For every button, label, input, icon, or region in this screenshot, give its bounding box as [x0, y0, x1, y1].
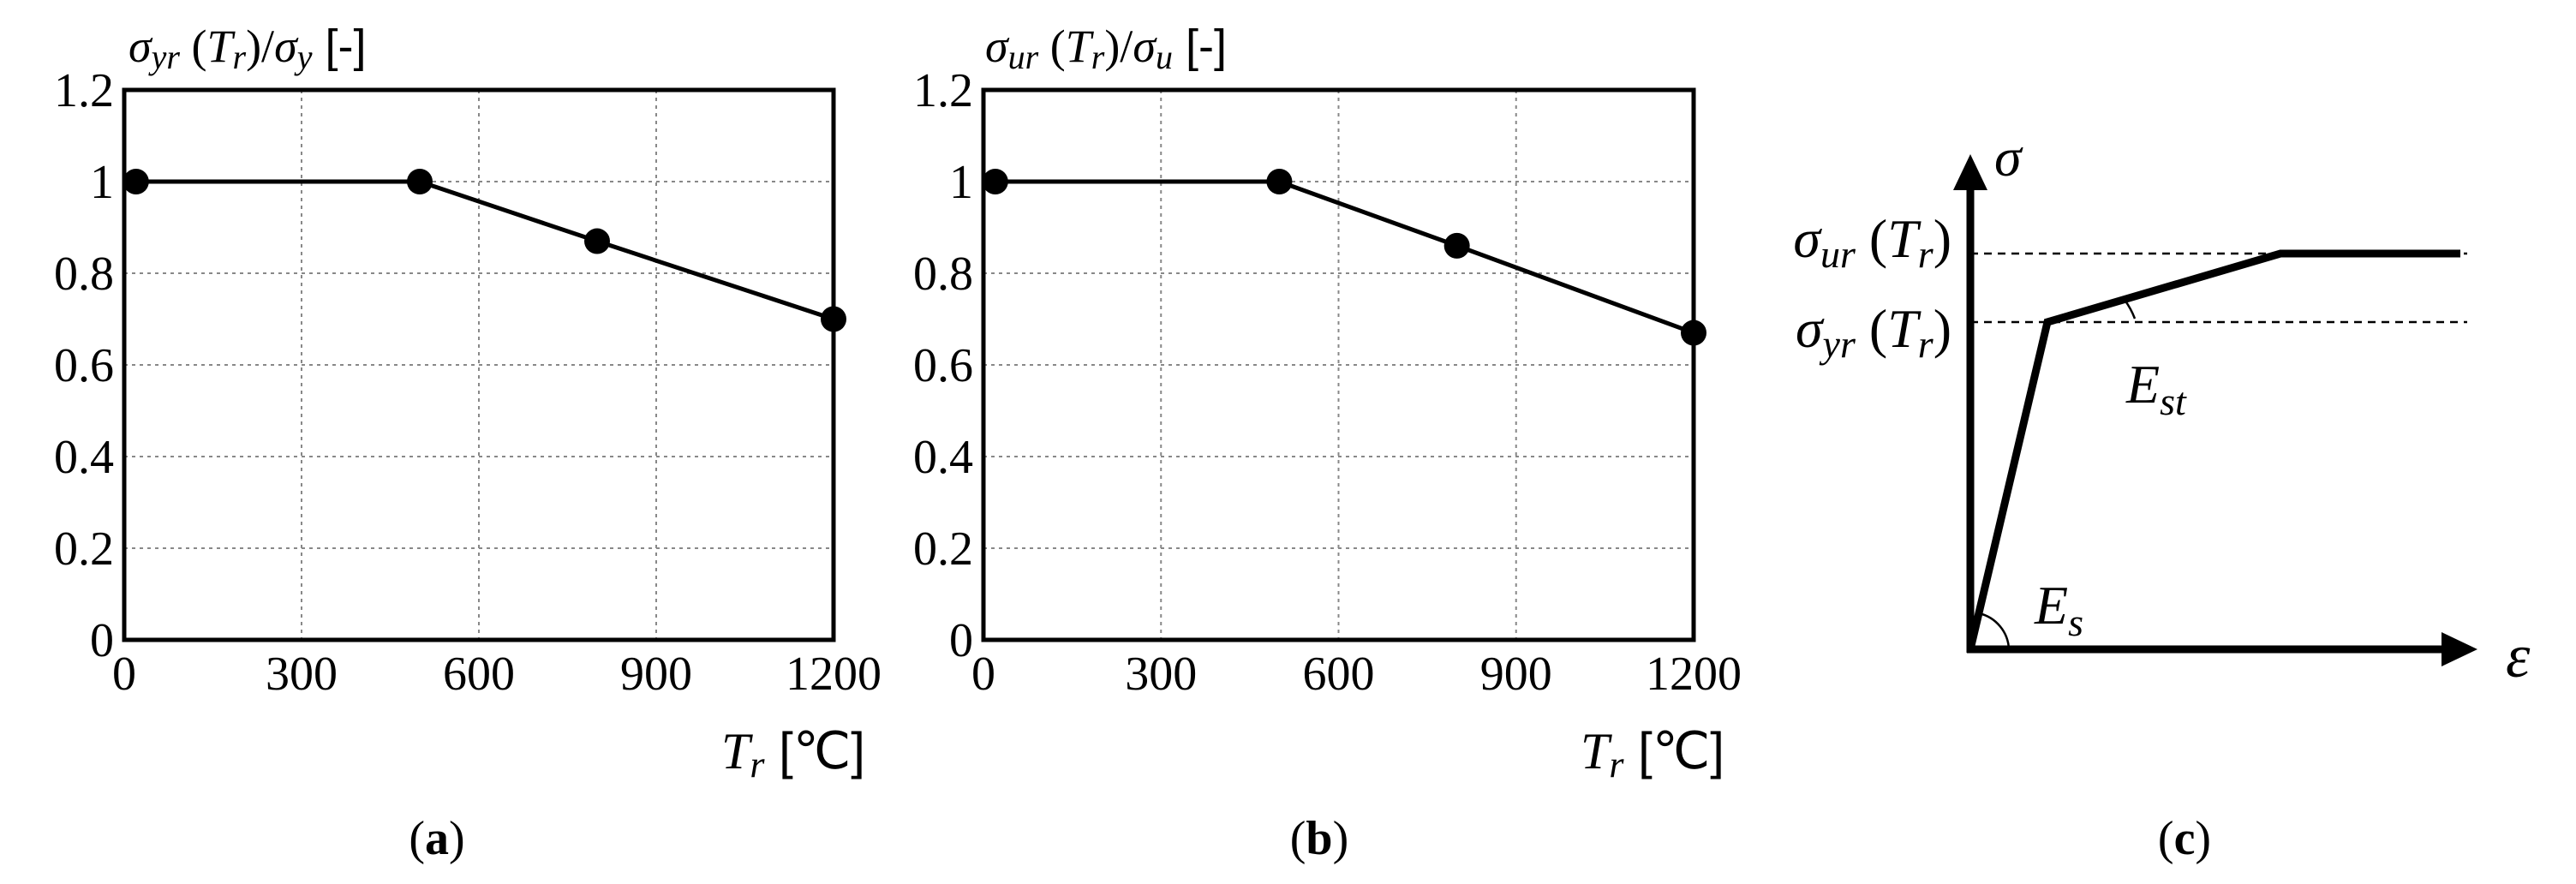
series-line: [135, 179, 834, 321]
x-tick-label: 1200: [786, 648, 882, 701]
panel-c: σ ε σur (Tr) σyr (Tr) Est Es (c): [1793, 127, 2531, 865]
x-tick-label: 600: [1303, 648, 1375, 701]
sigma-yr-label: σyr (Tr): [1796, 298, 1951, 366]
stress-strain-curve: [1966, 249, 2460, 651]
y-tick-label: 0.2: [913, 523, 973, 576]
panel-a: 0 300 600 900 1200 0 0.2 0.4 0.6 0.8 1 1.2 σyr (Tr)…: [54, 21, 882, 865]
grid-lines: [124, 90, 834, 640]
series: [982, 169, 1706, 346]
y-tick-label: 1: [90, 156, 114, 209]
plot-frame: [981, 87, 1696, 642]
data-point: [407, 169, 433, 194]
data-point: [982, 169, 1008, 194]
y-tick-label: 0.8: [54, 248, 114, 301]
y-tick-label: 1.2: [913, 64, 973, 117]
y-tick-label: 0.6: [913, 339, 973, 392]
data-point: [123, 169, 149, 194]
strain-axis-label: ε: [2506, 622, 2531, 690]
E-s-label: Es: [2034, 575, 2083, 644]
y-tick-label: 1.2: [54, 64, 114, 117]
data-point: [584, 228, 610, 254]
data-point: [1443, 232, 1470, 259]
y-tick-label: 0.4: [54, 431, 114, 484]
E-st-angle-arc: [2123, 299, 2137, 320]
x-tick-label: 0: [112, 648, 136, 701]
tick-labels: 0 300 600 900 1200 0 0.2 0.4 0.6 0.8 1 1.2: [54, 64, 882, 701]
x-tick-label: 0: [971, 648, 995, 701]
stress-axis-label: σ: [1994, 127, 2023, 188]
x-tick-label: 900: [620, 648, 692, 701]
sigma-ur-label: σur (Tr): [1793, 208, 1951, 276]
stress-axis-arrowhead: [1953, 154, 1987, 190]
panel-caption: (a): [409, 812, 464, 865]
grid-lines: [983, 90, 1694, 640]
y-axis-label: σyr (Tr)/σy [-]: [129, 21, 366, 76]
E-s-angle-arc: [1978, 612, 2011, 650]
data-point: [1266, 169, 1293, 194]
x-axis-label: Tr [℃]: [1581, 722, 1724, 785]
x-tick-label: 1200: [1646, 648, 1742, 701]
y-tick-label: 0.8: [913, 248, 973, 301]
E-st-label: Est: [2125, 354, 2187, 423]
tick-labels: 0 300 600 900 1200 0 0.2 0.4 0.6 0.8 1 1.2: [913, 64, 1742, 701]
y-tick-label: 0.6: [54, 339, 114, 392]
y-tick-label: 0: [949, 614, 973, 667]
x-tick-label: 300: [266, 648, 338, 701]
y-axis-label: σur (Tr)/σu [-]: [985, 21, 1227, 76]
x-axis-label: Tr [℃]: [721, 722, 865, 785]
panel-caption: (b): [1290, 812, 1348, 865]
series-line: [995, 179, 1694, 335]
y-tick-label: 0: [90, 614, 114, 667]
strain-axis-arrowhead: [2442, 632, 2477, 666]
y-tick-label: 1: [949, 156, 973, 209]
series: [123, 169, 846, 332]
x-tick-label: 900: [1480, 648, 1552, 701]
panel-b: 0 300 600 900 1200 0 0.2 0.4 0.6 0.8 1 1.2 σur (Tr)…: [913, 21, 1742, 865]
y-tick-label: 0.4: [913, 431, 973, 484]
panel-caption: (c): [2158, 812, 2211, 865]
x-tick-label: 300: [1125, 648, 1197, 701]
y-tick-label: 0.2: [54, 523, 114, 576]
x-tick-label: 600: [443, 648, 515, 701]
plot-frame: [122, 87, 836, 642]
